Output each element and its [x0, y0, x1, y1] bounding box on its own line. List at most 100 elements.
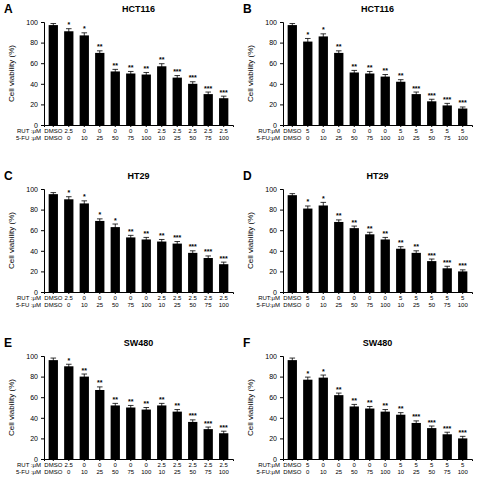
x-tick-mark [416, 292, 417, 294]
x-tick: 25 [96, 469, 103, 475]
error-cap [97, 386, 103, 387]
y-tick-label: 20 [30, 268, 38, 275]
x-tick: 50 [351, 135, 358, 141]
x-tick-mark [292, 459, 293, 461]
plot: HT29020406080100Cell viability (%)DMSO2.… [7, 171, 234, 308]
y-tick: 60 [269, 227, 283, 234]
significance: * [322, 26, 325, 33]
significance: * [306, 31, 309, 38]
x-tick-mark [385, 292, 386, 294]
x-tick-label: 0 [337, 462, 341, 468]
error-bar [66, 29, 72, 34]
significance: *** [189, 74, 197, 81]
row-title: 5-FU :μM [16, 302, 41, 308]
x-tick: 10 [81, 135, 88, 141]
bar [319, 205, 328, 292]
significance: *** [204, 248, 212, 255]
x-tick-label: 0 [368, 295, 372, 301]
error-bar [51, 358, 57, 362]
x-tick-label: 0 [368, 128, 372, 134]
y-tick: 20 [269, 268, 283, 275]
x-tick-mark [323, 459, 324, 461]
error-line [385, 75, 386, 79]
x-tick: 50 [112, 302, 119, 308]
significance: *** [412, 85, 420, 92]
x-tick-label: 50 [351, 302, 358, 308]
error-cap [97, 50, 103, 51]
x-axis-line [45, 460, 234, 462]
x-tick-label: 2.5 [204, 462, 213, 468]
error-bar [429, 99, 435, 103]
x-tick-label: 5 [415, 462, 419, 468]
x-tick: 2.5 [204, 292, 213, 301]
x-tick-label: 0 [67, 302, 71, 308]
x-tick-mark [84, 125, 85, 127]
error-bar [320, 202, 326, 208]
x-tick-label: 100 [219, 469, 230, 475]
x-tick-mark [323, 292, 324, 294]
error-bar [382, 75, 388, 79]
error-cap [320, 202, 326, 203]
error-bar [51, 193, 57, 196]
x-tick: 25 [96, 302, 103, 308]
significance: ** [97, 43, 103, 50]
x-tick-label: 0 [322, 462, 326, 468]
panel-letter: B [243, 2, 252, 16]
error-cap [221, 262, 227, 263]
x-tick: 0 [322, 292, 326, 301]
y-tick-mark [41, 84, 44, 85]
significance: *** [189, 243, 197, 250]
error-cap [143, 72, 149, 73]
x-tick: 10 [320, 469, 327, 475]
y-tick-label: 60 [269, 394, 277, 401]
y-tick-label: 100 [26, 186, 38, 193]
x-tick-label: 5 [461, 295, 465, 301]
x-tick-mark [130, 125, 131, 127]
y-axis-line [41, 357, 45, 460]
x-tick-label: 0 [114, 128, 118, 134]
bar [396, 415, 405, 459]
x-tick: DMSO [44, 302, 62, 308]
x-tick-label: 2.5 [158, 128, 167, 134]
error-cap [174, 409, 180, 410]
x-tick-label: 5 [430, 295, 434, 301]
marks [288, 194, 468, 292]
y-axis-title: Cell viability (%) [7, 45, 16, 102]
error-line [146, 237, 147, 241]
x-tick: 10 [397, 469, 404, 475]
x-tick: 50 [189, 135, 196, 141]
y-tick-mark [280, 230, 283, 231]
x-tick: DMSO [283, 135, 301, 141]
x-tick-mark [338, 459, 339, 461]
x-tick-mark [385, 125, 386, 127]
x-tick-label: 5 [306, 128, 310, 134]
error-line [400, 80, 401, 84]
x-tick: 0 [83, 292, 87, 301]
x-axis-line [284, 126, 473, 128]
x-tick-label: 2.5 [189, 128, 198, 134]
x-tick-label: 2.5 [220, 128, 229, 134]
x-tick-label: 0 [98, 462, 102, 468]
error-line [146, 72, 147, 76]
x-tick: 2.5 [220, 459, 229, 468]
significance: ** [97, 379, 103, 386]
x-tick-mark [354, 459, 355, 461]
error-bar [159, 403, 165, 407]
x-tick: 75 [444, 302, 451, 308]
y-tick-label: 80 [269, 373, 277, 380]
error-cap [429, 259, 435, 260]
x-tick: DMSO [44, 469, 62, 475]
x-tick-label: 10 [81, 469, 88, 475]
error-line [354, 404, 355, 408]
x-axis-line [284, 460, 473, 462]
y-tick-mark [280, 397, 283, 398]
error-cap [290, 23, 296, 24]
x-tick-mark [177, 292, 178, 294]
error-bar [112, 403, 118, 407]
x-tick: 75 [205, 135, 212, 141]
significance: ** [113, 62, 119, 69]
error-line [400, 247, 401, 251]
x-tick-label: 5 [399, 462, 403, 468]
significance: * [83, 25, 86, 32]
error-cap [336, 50, 342, 51]
